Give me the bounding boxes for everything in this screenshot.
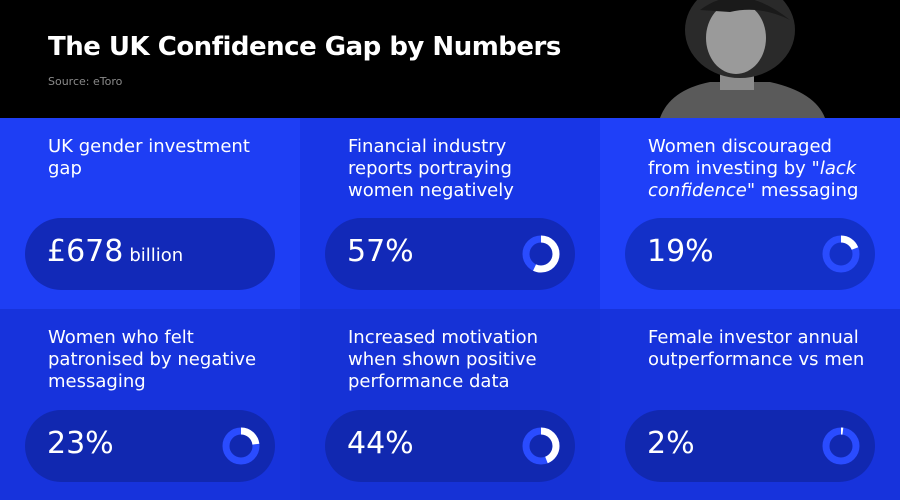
title-part: Women who felt patronised by negative me… — [48, 327, 257, 392]
donut-track — [822, 427, 860, 465]
donut-arc — [222, 427, 260, 465]
card-title: Increased motivation when shown positive… — [348, 327, 573, 393]
donut — [822, 427, 860, 465]
value-label: 19% — [647, 234, 714, 269]
donut-arc — [522, 235, 560, 273]
donut-arc — [822, 427, 860, 465]
source: Source: eToro — [48, 75, 123, 88]
title-part: Female investor annual outperformance vs… — [648, 327, 865, 370]
card: Female investor annual outperformance vs… — [600, 309, 900, 500]
card: UK gender investment gap £678 billion — [0, 118, 300, 309]
donut — [222, 427, 260, 465]
title-part: Women discouraged from investing by — [648, 136, 832, 179]
card-title: Female investor annual outperformance vs… — [648, 327, 873, 371]
card-title: UK gender investment gap — [48, 136, 273, 180]
donut-arc — [522, 427, 560, 465]
title-part: "lack confidence" — [648, 158, 857, 201]
value: 2% — [647, 426, 695, 461]
value-pill: 19% — [625, 218, 875, 290]
value: 44% — [347, 426, 414, 461]
card: Financial industry reports portraying wo… — [300, 118, 600, 309]
title-part: Increased motivation when shown positive… — [348, 327, 539, 392]
card: Increased motivation when shown positive… — [300, 309, 600, 500]
card-title: Women who felt patronised by negative me… — [48, 327, 273, 393]
title-part: messaging — [755, 180, 859, 201]
card: Women discouraged from investing by "lac… — [600, 118, 900, 309]
value-label: £678 — [47, 234, 124, 269]
value-label: 2% — [647, 426, 695, 461]
title-part: UK gender investment gap — [48, 136, 250, 179]
title-part: Financial industry reports portraying wo… — [348, 136, 514, 201]
value-pill: 57% — [325, 218, 575, 290]
title: The UK Confidence Gap by Numbers — [48, 32, 561, 62]
value-label: 23% — [47, 426, 114, 461]
value-label: 44% — [347, 426, 414, 461]
value: £678 billion — [47, 234, 183, 269]
card: Women who felt patronised by negative me… — [0, 309, 300, 500]
value-pill: 44% — [325, 410, 575, 482]
value-pill: 2% — [625, 410, 875, 482]
portrait — [660, 0, 825, 118]
card-title: Women discouraged from investing by "lac… — [648, 136, 873, 202]
value: 57% — [347, 234, 414, 269]
unit: billion — [129, 245, 184, 266]
value-pill: £678 billion — [25, 218, 275, 290]
donut — [522, 427, 560, 465]
card-title: Financial industry reports portraying wo… — [348, 136, 573, 202]
value: 23% — [47, 426, 114, 461]
donut-arc — [822, 235, 860, 273]
header: The UK Confidence Gap by Numbers Source:… — [0, 0, 900, 118]
value: 19% — [647, 234, 714, 269]
value-pill: 23% — [25, 410, 275, 482]
value-label: 57% — [347, 234, 414, 269]
donut — [822, 235, 860, 273]
donut — [522, 235, 560, 273]
